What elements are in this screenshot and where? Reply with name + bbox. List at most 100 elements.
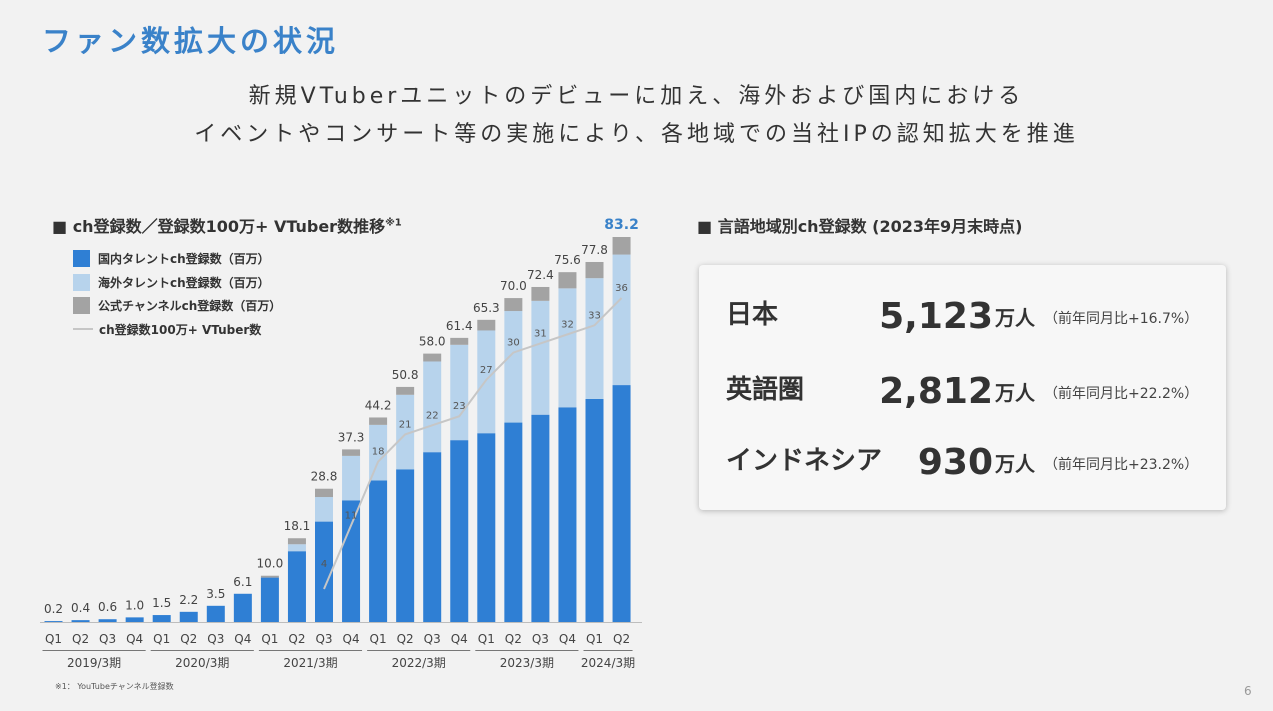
x-tick-label: Q1: [478, 632, 495, 646]
legend-label-overseas: 海外タレントch登録数（百万）: [98, 275, 270, 290]
region-row-japan: 日本 5,123 万人 （前年同月比+16.7%）: [699, 287, 1226, 337]
bar-segment: [206, 605, 225, 622]
bar-segment: [612, 385, 631, 622]
bar-segment: [558, 288, 577, 408]
bar-segment: [369, 417, 388, 425]
bar-total-label: 70.0: [500, 279, 527, 293]
bar-segment: [315, 521, 333, 622]
bar-total-label: 2.2: [179, 593, 198, 607]
bar-segment: [315, 488, 333, 498]
bar-segment: [531, 300, 550, 415]
vtuber-count-label: 32: [561, 319, 574, 330]
period-label: 2022/3期: [392, 656, 446, 670]
bar-total-label: 6.1: [233, 575, 252, 589]
chart-legend: 国内タレントch登録数（百万） 海外タレントch登録数（百万） 公式チャンネルc…: [73, 247, 281, 341]
legend-item-vtuber-line: ch登録数100万+ VTuber数: [73, 318, 281, 342]
bar-segment: [287, 544, 306, 552]
page-number: 6: [1244, 684, 1252, 698]
bar-segment: [585, 261, 604, 279]
bar-segment: [477, 433, 496, 622]
bar-segment: [477, 319, 496, 331]
region-value: 2,812: [879, 371, 993, 412]
bar-total-label: 75.6: [554, 253, 581, 267]
x-tick-label: Q1: [370, 632, 387, 646]
region-growth: （前年同月比+22.2%）: [1044, 386, 1199, 402]
x-tick-label: Q2: [72, 632, 89, 646]
region-value: 5,123: [879, 296, 993, 337]
bar-total-label: 1.0: [125, 598, 144, 612]
region-name: インドネシア: [726, 446, 883, 476]
bar-total-label: 72.4: [527, 268, 554, 282]
bar-segment: [44, 621, 63, 622]
bar-segment: [287, 538, 306, 545]
x-tick-label: Q3: [424, 632, 441, 646]
page-title: ファン数拡大の状況: [42, 24, 340, 58]
region-unit: 万人: [995, 381, 1035, 405]
region-unit: 万人: [995, 306, 1035, 330]
bar-segment: [423, 353, 442, 362]
bar-segment: [450, 337, 469, 345]
region-card: 日本 5,123 万人 （前年同月比+16.7%） 英語圏 2,812 万人 （前年同月比+2…: [699, 265, 1226, 510]
legend-item-official: 公式チャンネルch登録数（百万）: [73, 294, 281, 318]
bar-segment: [369, 480, 388, 622]
x-tick-label: Q4: [234, 632, 251, 646]
region-growth: （前年同月比+16.7%）: [1044, 311, 1199, 327]
bar-segment: [612, 237, 631, 255]
vtuber-count-label: 21: [399, 419, 412, 430]
region-heading: ■ 言語地域別ch登録数 (2023年9月末時点): [697, 217, 1023, 236]
x-tick-label: Q1: [586, 632, 603, 646]
bar-total-label: 44.2: [365, 398, 392, 412]
x-tick-label: Q1: [261, 632, 278, 646]
x-tick-label: Q4: [126, 632, 143, 646]
x-tick-label: Q4: [343, 632, 360, 646]
bar-segment: [531, 414, 550, 622]
x-tick-label: Q2: [288, 632, 305, 646]
chart-heading-footnote-mark: ※1: [385, 217, 402, 229]
vtuber-count-label: 18: [372, 447, 385, 458]
bar-segment: [396, 386, 415, 395]
vtuber-count-label: 27: [480, 365, 493, 376]
period-label: 2023/3期: [500, 656, 554, 670]
x-tick-label: Q2: [180, 632, 197, 646]
bar-segment: [125, 617, 144, 622]
bar-total-label: 0.6: [98, 600, 117, 614]
period-label: 2024/3期: [581, 656, 635, 670]
vtuber-count-label: 31: [534, 328, 547, 339]
bar-segment: [558, 272, 577, 289]
subscriber-chart: 0.2 Q1 0.4 Q2 0.6 Q3 1.0 Q4 1.5 Q1 2.2 Q2 3.5 Q3 6.1 Q4…: [40, 217, 642, 670]
legend-label-official: 公式チャンネルch登録数（百万）: [98, 299, 282, 314]
bar-segment: [504, 298, 523, 312]
x-tick-label: Q2: [397, 632, 414, 646]
bar-segment: [477, 330, 496, 434]
vtuber-count-label: 36: [615, 283, 628, 294]
legend-item-overseas: 海外タレントch登録数（百万）: [73, 271, 281, 295]
x-tick-label: Q2: [505, 632, 522, 646]
footnote: ※1： YouTubeチャンネル登録数: [55, 682, 174, 691]
region-unit: 万人: [995, 452, 1035, 476]
vtuber-count-label: 33: [588, 310, 601, 321]
bar-total-label: 83.2: [604, 217, 639, 233]
x-tick-label: Q1: [45, 632, 62, 646]
bar-segment: [396, 469, 415, 622]
bar-segment: [287, 551, 306, 622]
bar-segment: [260, 575, 279, 578]
vtuber-count-label: 22: [426, 410, 439, 421]
chart-heading: ■ ch登録数／登録数100万+ VTuber数推移※1: [52, 213, 402, 237]
x-tick-label: Q4: [559, 632, 576, 646]
region-name: 日本: [726, 300, 779, 330]
bar-total-label: 58.0: [419, 335, 446, 349]
region-growth: （前年同月比+23.2%）: [1044, 457, 1199, 473]
vtuber-count-label: 23: [453, 401, 466, 412]
vtuber-count-label: 4: [321, 559, 327, 570]
bar-total-label: 18.1: [284, 519, 311, 533]
bar-segment: [531, 286, 550, 301]
bar-total-label: 37.3: [338, 430, 365, 444]
period-label: 2020/3期: [175, 656, 229, 670]
region-row-english: 英語圏 2,812 万人 （前年同月比+22.2%）: [699, 362, 1226, 412]
x-tick-label: Q3: [532, 632, 549, 646]
bar-segment: [179, 611, 198, 622]
subtitle-line-2: イベントやコンサート等の実施により、各地域での当社IPの認知拡大を推進: [194, 122, 1079, 147]
x-tick-label: Q3: [315, 632, 332, 646]
bar-segment: [612, 254, 631, 386]
x-tick-label: Q1: [153, 632, 170, 646]
